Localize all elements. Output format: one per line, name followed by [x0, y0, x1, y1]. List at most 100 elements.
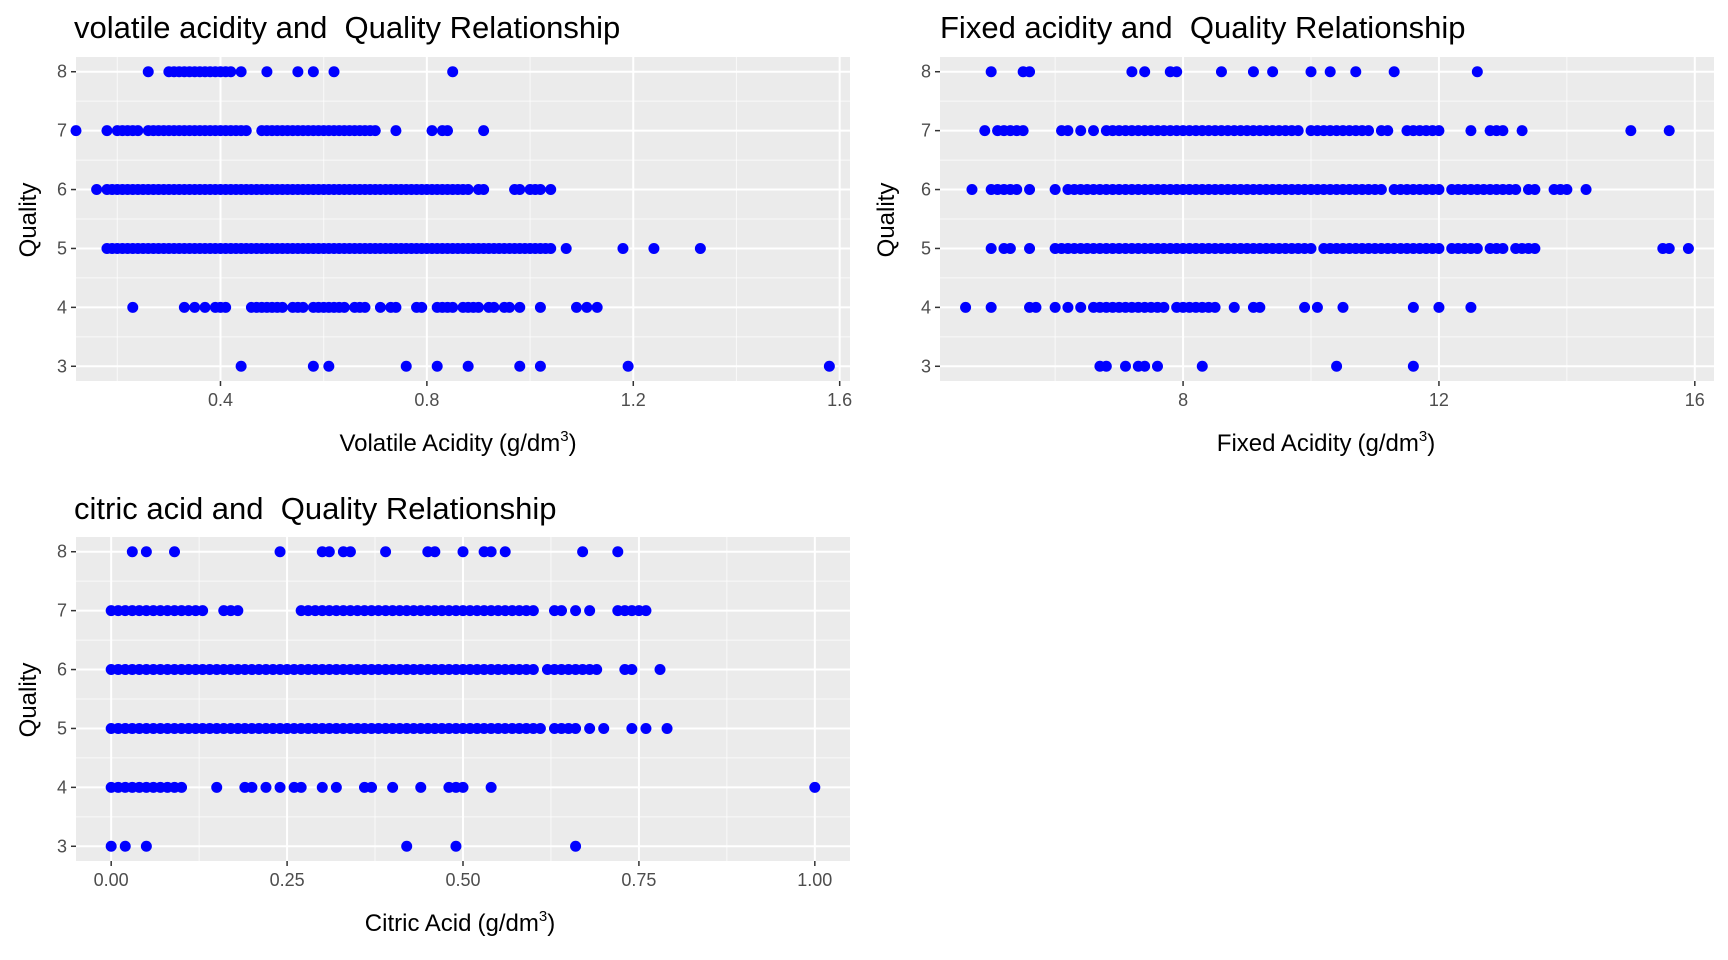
data-point	[246, 781, 258, 793]
data-point	[1075, 301, 1087, 313]
data-point	[1331, 360, 1343, 372]
data-point	[1171, 66, 1183, 78]
data-point	[1254, 301, 1266, 313]
data-point	[1049, 184, 1061, 196]
data-point	[276, 301, 288, 313]
data-point	[295, 781, 307, 793]
data-point	[570, 722, 582, 734]
data-point	[1151, 360, 1163, 372]
data-point	[169, 546, 181, 558]
data-point	[661, 722, 673, 734]
data-point	[1215, 66, 1227, 78]
data-point	[545, 242, 557, 254]
data-point	[1433, 125, 1445, 137]
data-point	[1075, 125, 1087, 137]
data-point	[626, 664, 638, 676]
y-tick-label: 5	[57, 718, 67, 738]
data-point	[617, 242, 629, 254]
data-point	[1049, 301, 1061, 313]
x-tick-label: 0.25	[270, 870, 305, 890]
data-point	[70, 125, 82, 137]
data-point	[1529, 184, 1541, 196]
data-point	[220, 301, 232, 313]
data-point	[1510, 184, 1522, 196]
data-point	[274, 781, 286, 793]
data-point	[142, 66, 154, 78]
data-point	[571, 301, 583, 313]
data-point	[225, 66, 237, 78]
data-point	[1139, 360, 1151, 372]
data-point	[235, 66, 247, 78]
data-point	[985, 66, 997, 78]
x-tick-label: 1.00	[797, 870, 832, 890]
data-point	[640, 722, 652, 734]
data-point	[1529, 242, 1541, 254]
data-point	[1471, 66, 1483, 78]
data-point	[485, 546, 497, 558]
data-point	[380, 546, 392, 558]
data-point	[488, 301, 500, 313]
y-tick-label: 3	[921, 356, 931, 376]
y-tick-label: 8	[57, 62, 67, 82]
data-point	[534, 301, 546, 313]
x-axis-label-unit-end: )	[569, 430, 577, 457]
data-point	[387, 781, 399, 793]
x-axis-label-unit: (g/dm	[477, 910, 538, 937]
y-tick-label: 6	[921, 180, 931, 200]
data-point	[292, 66, 304, 78]
data-point	[101, 125, 113, 137]
data-points	[105, 546, 821, 852]
data-point	[1011, 184, 1023, 196]
data-point	[126, 546, 138, 558]
data-point	[560, 242, 572, 254]
data-point	[1465, 301, 1477, 313]
y-tick-label: 7	[921, 121, 931, 141]
plot-area: 8 12 16 3 4 5 6 7 8	[921, 57, 1714, 410]
data-point	[1663, 242, 1675, 254]
data-point	[328, 66, 340, 78]
data-point	[416, 301, 428, 313]
data-point	[119, 840, 131, 852]
data-point	[176, 781, 188, 793]
data-point	[1407, 360, 1419, 372]
data-point	[503, 301, 515, 313]
y-axis-label: Quality	[873, 183, 900, 258]
x-axis-label-unit-end: )	[547, 910, 555, 937]
chart-citric-acid: 0.00 0.25 0.50 0.75 1.00 3 4 5 6 7 8 citric acid a…	[15, 491, 850, 937]
y-tick-label: 3	[57, 356, 67, 376]
data-point	[1299, 301, 1311, 313]
x-axis-label-name: Citric Acid	[365, 910, 472, 937]
data-point	[359, 301, 371, 313]
data-point	[545, 184, 557, 196]
x-axis-label-unit: (g/dm	[499, 430, 560, 457]
data-point	[330, 781, 342, 793]
data-point	[366, 781, 378, 793]
y-axis-label: Quality	[15, 663, 42, 738]
chart-title: Fixed acidity and Quality Relationship	[940, 10, 1466, 45]
data-point	[1516, 125, 1528, 137]
x-axis-label-name: Fixed Acidity	[1217, 430, 1352, 457]
data-point	[323, 546, 335, 558]
y-tick-label: 4	[57, 777, 67, 797]
data-point	[197, 605, 209, 617]
plot-area: 0.00 0.25 0.50 0.75 1.00 3 4 5 6 7 8	[57, 537, 850, 890]
data-point	[1497, 125, 1509, 137]
data-point	[979, 125, 991, 137]
data-point	[1305, 66, 1317, 78]
data-point	[584, 605, 596, 617]
data-point	[985, 242, 997, 254]
data-point	[1209, 301, 1221, 313]
data-point	[591, 301, 603, 313]
data-point	[1228, 301, 1240, 313]
data-point	[584, 722, 596, 734]
data-point	[457, 781, 469, 793]
data-point	[462, 184, 474, 196]
data-point	[1126, 66, 1138, 78]
data-point	[654, 664, 666, 676]
data-point	[1292, 125, 1304, 137]
y-tick-label: 4	[57, 297, 67, 317]
data-point	[534, 360, 546, 372]
data-point	[985, 301, 997, 313]
data-point	[809, 781, 821, 793]
data-point	[612, 546, 624, 558]
